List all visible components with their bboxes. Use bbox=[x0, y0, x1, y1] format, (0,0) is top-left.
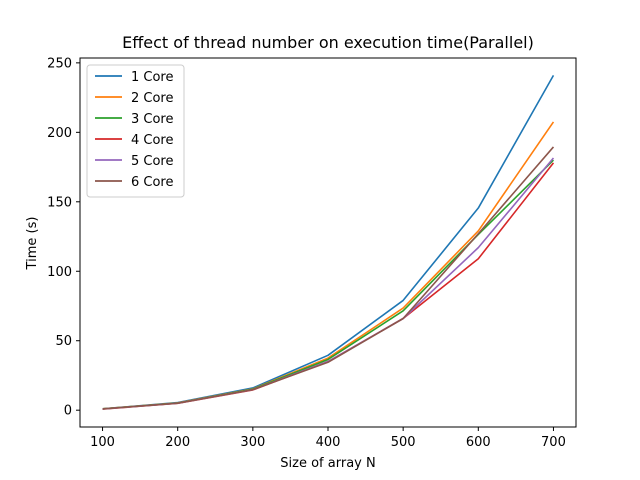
y-tick-label: 150 bbox=[47, 195, 72, 210]
x-tick-label: 100 bbox=[90, 435, 115, 450]
legend-label-5: 5 Core bbox=[131, 154, 174, 169]
y-tick-label: 0 bbox=[64, 404, 72, 419]
legend-label-4: 4 Core bbox=[131, 133, 174, 148]
series-line-6 bbox=[102, 146, 555, 410]
y-tick-label: 200 bbox=[47, 126, 72, 141]
x-tick-label: 500 bbox=[391, 435, 416, 450]
legend: 1 Core 2 Core 3 Core 4 Core 5 Core 6 Core bbox=[86, 64, 185, 198]
x-axis-ticks: 100 200 300 400 500 600 700 bbox=[90, 427, 566, 450]
legend-label-2: 2 Core bbox=[131, 91, 174, 106]
y-tick-label: 100 bbox=[47, 265, 72, 280]
chart-title: Effect of thread number on execution tim… bbox=[122, 33, 534, 52]
x-axis-label: Size of array N bbox=[280, 456, 375, 471]
y-axis-ticks: 0 50 100 150 200 250 bbox=[47, 56, 80, 419]
x-tick-label: 300 bbox=[240, 435, 265, 450]
y-axis-label: Time (s) bbox=[25, 217, 40, 271]
series-layer bbox=[102, 74, 555, 410]
legend-label-3: 3 Core bbox=[131, 112, 174, 127]
legend-label-1: 1 Core bbox=[131, 70, 174, 85]
x-tick-label: 700 bbox=[541, 435, 566, 450]
x-tick-label: 200 bbox=[165, 435, 190, 450]
y-tick-label: 250 bbox=[47, 56, 72, 71]
x-tick-label: 600 bbox=[466, 435, 491, 450]
x-tick-label: 400 bbox=[316, 435, 341, 450]
legend-label-6: 6 Core bbox=[131, 175, 174, 190]
legend-box bbox=[86, 64, 185, 198]
y-tick-label: 50 bbox=[55, 334, 72, 349]
